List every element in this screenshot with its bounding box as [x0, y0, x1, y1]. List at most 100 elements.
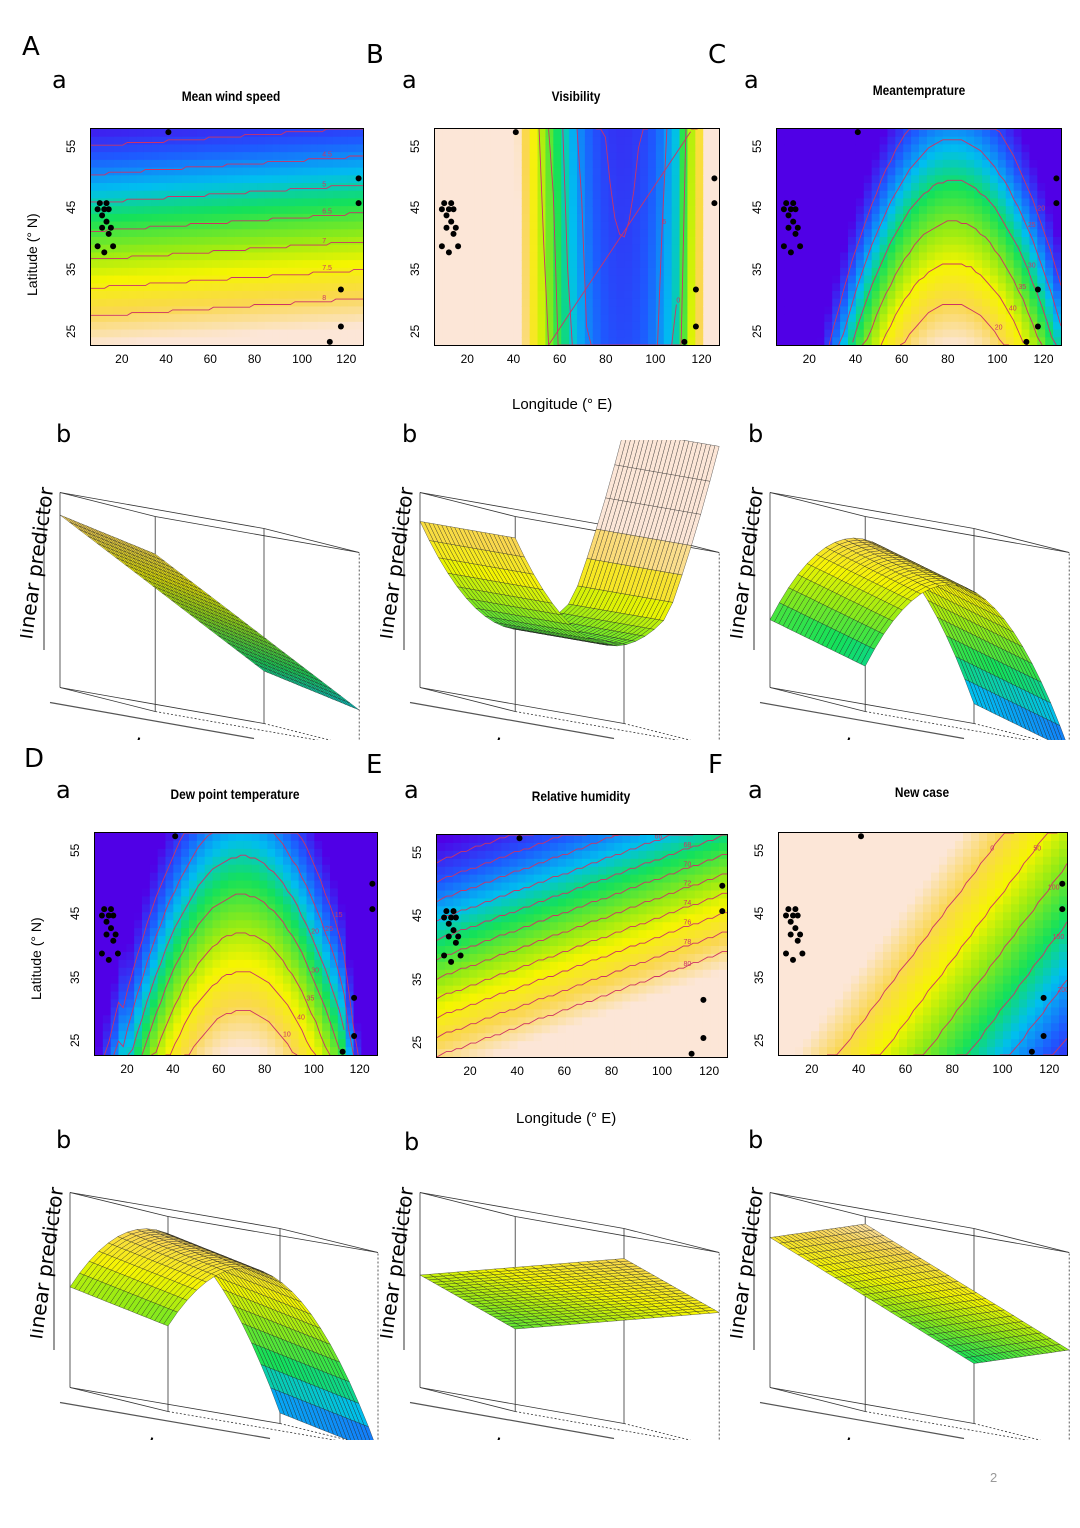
heat-cell: [679, 329, 689, 338]
heat-cell: [679, 129, 689, 138]
heat-cell: [498, 275, 507, 284]
heat-cell: [134, 920, 143, 929]
heat-cell: [848, 291, 857, 300]
heat-cell: [934, 198, 944, 207]
heat-cell: [926, 229, 936, 238]
heat-cell: [974, 213, 983, 223]
heat-cell: [143, 337, 153, 345]
heat-cell: [204, 298, 213, 308]
heat-cell: [347, 291, 357, 300]
heat-cell: [118, 912, 127, 921]
heat-cell: [189, 190, 198, 200]
observation-point: [110, 243, 117, 250]
heat-cell: [1045, 252, 1054, 261]
heat-cell: [824, 213, 833, 223]
heat-cell: [340, 198, 349, 207]
heat-cell: [703, 283, 712, 292]
heat-cell: [302, 321, 311, 331]
heat-cell: [173, 936, 182, 945]
heat-cell: [482, 206, 491, 215]
heat-cell: [340, 136, 349, 146]
heat-cell: [808, 129, 818, 138]
heat-cell: [640, 267, 649, 277]
heat-cell: [219, 260, 228, 269]
heat-cell: [990, 306, 999, 315]
heat-cell: [624, 237, 633, 246]
heat-cell: [1029, 237, 1038, 246]
heat-cell: [234, 136, 243, 146]
heat-cell: [498, 159, 507, 169]
heat-cell: [332, 306, 341, 315]
contour-label: 8: [322, 295, 326, 302]
heat-cell: [895, 267, 904, 277]
heat-cell: [98, 129, 107, 138]
heat-cell: [513, 267, 523, 277]
heat-cell: [287, 252, 296, 261]
heat-cell: [136, 213, 145, 223]
heat-cell: [950, 152, 960, 161]
heat-cell: [919, 306, 928, 315]
heat-cell: [863, 129, 873, 138]
heat-cell: [142, 833, 151, 842]
heat-cell: [608, 275, 618, 284]
heat-cell: [553, 298, 562, 308]
heat-cell: [982, 329, 991, 338]
heat-cell: [616, 175, 625, 184]
heat-cell: [903, 329, 912, 338]
heat-cell: [577, 221, 586, 230]
heat-cell: [879, 306, 889, 315]
heat-cell: [98, 314, 107, 323]
heat-cell: [561, 144, 570, 153]
heat-cell: [159, 152, 168, 161]
heat-cell: [600, 260, 610, 269]
heat-cell: [355, 321, 363, 331]
heatmap-dew-point-temperature: 15 25 20 30 35 40 10: [94, 832, 378, 1056]
heat-cell: [950, 144, 960, 153]
chart-title: Mean wind speed: [181, 88, 281, 104]
observation-point: [337, 286, 344, 293]
z-label: linear predictor: [20, 485, 58, 641]
heat-cell: [347, 129, 357, 138]
heat-cell: [663, 275, 673, 284]
heat-cell: [592, 337, 602, 345]
heat-cell: [513, 213, 523, 223]
heat-cell: [545, 275, 554, 284]
heat-cell: [347, 221, 357, 230]
heat-cell: [165, 1047, 174, 1055]
heat-cell: [966, 229, 975, 238]
heat-cell: [347, 183, 357, 192]
heat-cell: [134, 1007, 143, 1016]
heat-cell: [257, 329, 266, 338]
heat-cell: [249, 306, 258, 315]
heat-cell: [624, 252, 633, 261]
heat-cell: [1029, 337, 1038, 345]
heat-cell: [181, 298, 190, 308]
heat-cell: [264, 206, 273, 215]
heat-cell: [608, 283, 618, 292]
heat-cell: [264, 252, 273, 261]
heat-cell: [569, 267, 578, 277]
heat-cell: [310, 175, 319, 184]
heat-cell: [521, 237, 531, 246]
heat-cell: [474, 183, 483, 192]
heat-cell: [569, 136, 578, 146]
heat-cell: [832, 337, 841, 345]
heat-cell: [600, 159, 610, 169]
heat-cell: [687, 267, 696, 277]
heat-cell: [121, 291, 130, 300]
heat-cell: [151, 198, 160, 207]
heat-cell: [287, 183, 296, 192]
heat-cell: [545, 229, 554, 238]
heat-cell: [249, 291, 258, 300]
heat-cell: [234, 183, 243, 192]
heat-cell: [553, 306, 562, 315]
heat-cell: [703, 275, 712, 284]
heat-cell: [784, 244, 794, 254]
heat-cell: [151, 144, 160, 153]
heat-cell: [317, 129, 326, 138]
box-edge: [263, 723, 332, 740]
heat-cell: [808, 321, 818, 331]
heat-cell: [498, 213, 507, 223]
heat-cell: [102, 888, 112, 898]
observation-point: [355, 200, 362, 207]
